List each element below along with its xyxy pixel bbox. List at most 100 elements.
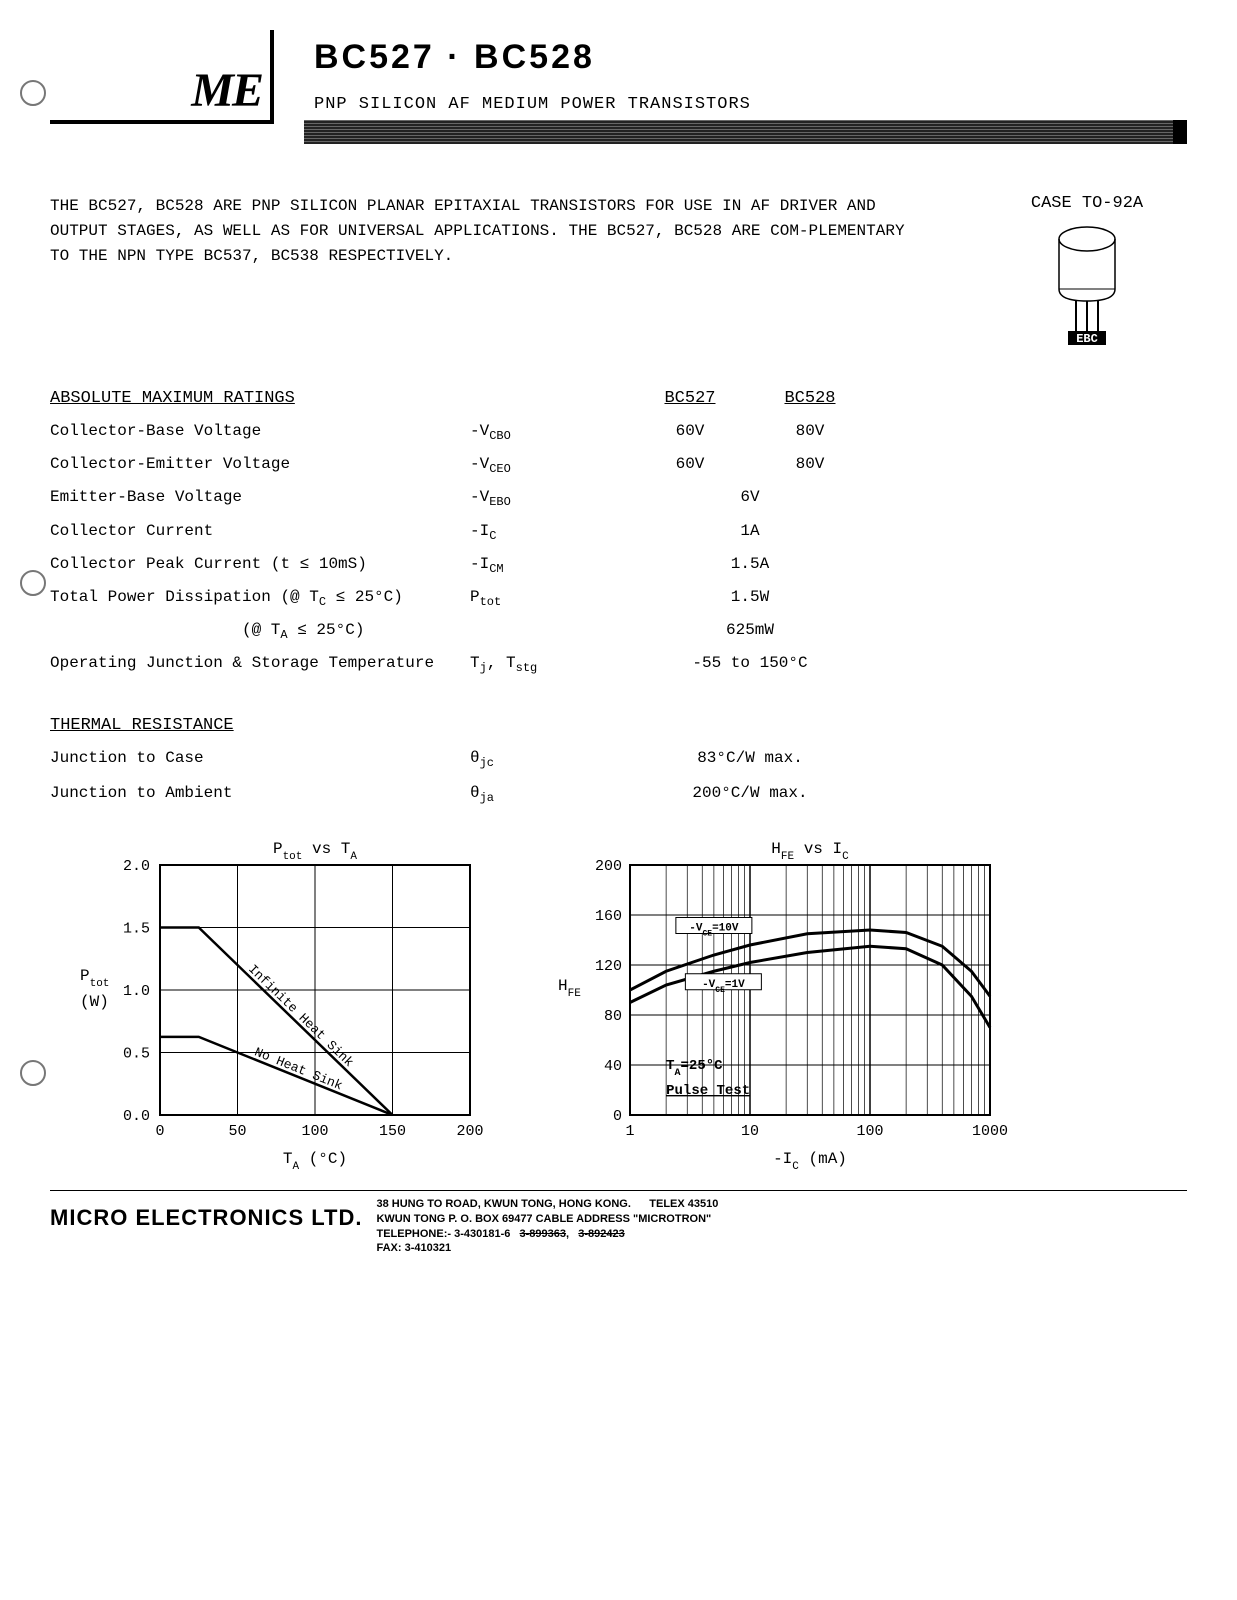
thermal-value: 200°C/W max. [630, 784, 870, 805]
fax: FAX: 3-410321 [376, 1242, 451, 1254]
svg-text:Ptot: Ptot [80, 967, 109, 990]
rating-name: Collector-Emitter Voltage [50, 455, 470, 473]
footer: MICRO ELECTRONICS LTD. 38 HUNG TO ROAD, … [50, 1190, 1187, 1256]
svg-text:TA (°C): TA (°C) [283, 1150, 347, 1173]
rating-row: Total Power Dissipation (@ TC ≤ 25°C)Pto… [50, 588, 1187, 609]
hole-punch [20, 570, 46, 596]
rating-val-527: 60V [630, 455, 750, 473]
svg-text:Pulse Test: Pulse Test [666, 1083, 750, 1099]
svg-text:80: 80 [604, 1008, 622, 1025]
svg-text:1: 1 [625, 1123, 634, 1140]
hole-punch [20, 1060, 46, 1086]
logo-text: ME [191, 63, 262, 118]
rating-name: Operating Junction & Storage Temperature [50, 654, 470, 672]
rating-name: Collector Peak Current (t ≤ 10mS) [50, 555, 470, 573]
title-block: BC527 · BC528 PNP SILICON AF MEDIUM POWE… [314, 30, 1187, 144]
svg-text:-IC (mA): -IC (mA) [773, 1150, 847, 1173]
addr-line1: 38 HUNG TO ROAD, KWUN TONG, HONG KONG. [376, 1198, 630, 1210]
thermal-symbol: θja [470, 784, 630, 805]
phone-old2: 3-892423 [578, 1228, 625, 1240]
rating-value: 1A [630, 522, 870, 540]
rating-symbol: -VCBO [470, 422, 630, 443]
rating-val-528: 80V [750, 422, 870, 440]
thermal-value: 83°C/W max. [630, 749, 870, 770]
svg-text:1.0: 1.0 [123, 983, 150, 1000]
ratings-section: ABSOLUTE MAXIMUM RATINGS BC527 BC528 Col… [50, 389, 1187, 676]
col-bc528: BC528 [750, 389, 870, 408]
rating-value: -55 to 150°C [630, 654, 870, 672]
svg-text:160: 160 [595, 908, 622, 925]
rating-name: Collector Current [50, 522, 470, 540]
svg-text:HFE vs IC: HFE vs IC [771, 840, 849, 863]
rating-row: (@ TA ≤ 25°C) 625mW [50, 621, 1187, 642]
svg-text:40: 40 [604, 1058, 622, 1075]
svg-text:150: 150 [379, 1123, 406, 1140]
thermal-row: Junction to Caseθjc83°C/W max. [50, 749, 1187, 770]
svg-text:100: 100 [301, 1123, 328, 1140]
svg-text:0.5: 0.5 [123, 1045, 150, 1062]
svg-text:0: 0 [613, 1108, 622, 1125]
company-address: 38 HUNG TO ROAD, KWUN TONG, HONG KONG. T… [376, 1197, 718, 1256]
rating-row: Operating Junction & Storage Temperature… [50, 654, 1187, 675]
addr-line2: KWUN TONG P. O. BOX 69477 CABLE ADDRESS … [376, 1213, 711, 1225]
rating-value: 1.5A [630, 555, 870, 573]
case-column: CASE TO-92A EBC [987, 194, 1187, 349]
rating-row: Collector-Base Voltage-VCBO60V80V [50, 422, 1187, 443]
rating-value: 1.5W [630, 588, 870, 606]
svg-text:2.0: 2.0 [123, 858, 150, 875]
phone: TELEPHONE:- 3-430181-6 [376, 1228, 510, 1240]
rating-name: Collector-Base Voltage [50, 422, 470, 440]
thermal-row: Junction to Ambientθja200°C/W max. [50, 784, 1187, 805]
phone-old1: 3-899363 [520, 1228, 567, 1240]
rating-row: Collector Current-IC1A [50, 522, 1187, 543]
chart-ptot: Ptot vs TA0501001502000.00.51.01.52.0Inf… [50, 835, 490, 1180]
thermal-section: THERMAL RESISTANCE Junction to Caseθjc83… [50, 716, 1187, 805]
case-label: CASE TO-92A [987, 194, 1187, 213]
rating-symbol: Tj, Tstg [470, 654, 630, 675]
thermal-title: THERMAL RESISTANCE [50, 716, 1187, 735]
header: ME BC527 · BC528 PNP SILICON AF MEDIUM P… [50, 30, 1187, 144]
rating-symbol: -IC [470, 522, 630, 543]
hole-punch [20, 80, 46, 106]
ratings-body: Collector-Base Voltage-VCBO60V80VCollect… [50, 422, 1187, 676]
charts-row: Ptot vs TA0501001502000.00.51.01.52.0Inf… [50, 835, 1187, 1180]
rating-val-528: 80V [750, 455, 870, 473]
rating-value: 6V [630, 488, 870, 506]
svg-text:EBC: EBC [1076, 332, 1098, 346]
thermal-body: Junction to Caseθjc83°C/W max.Junction t… [50, 749, 1187, 805]
svg-text:1.5: 1.5 [123, 920, 150, 937]
ratings-header: ABSOLUTE MAXIMUM RATINGS BC527 BC528 [50, 389, 1187, 408]
rating-name: Emitter-Base Voltage [50, 488, 470, 506]
svg-text:200: 200 [595, 858, 622, 875]
svg-text:0.0: 0.0 [123, 1108, 150, 1125]
rating-row: Emitter-Base Voltage-VEBO6V [50, 488, 1187, 509]
thermal-name: Junction to Ambient [50, 784, 470, 805]
thermal-symbol: θjc [470, 749, 630, 770]
telex: TELEX 43510 [649, 1198, 718, 1210]
svg-text:100: 100 [856, 1123, 883, 1140]
to92-diagram: EBC [987, 219, 1187, 349]
rating-row: Collector Peak Current (t ≤ 10mS)-ICM1.5… [50, 555, 1187, 576]
intro-text: THE BC527, BC528 ARE PNP SILICON PLANAR … [50, 194, 927, 349]
rating-name: (@ TA ≤ 25°C) [50, 621, 470, 642]
svg-text:120: 120 [595, 958, 622, 975]
svg-text:200: 200 [456, 1123, 483, 1140]
thermal-name: Junction to Case [50, 749, 470, 770]
rating-symbol: -ICM [470, 555, 630, 576]
part-subtitle: PNP SILICON AF MEDIUM POWER TRANSISTORS [314, 95, 1187, 114]
part-numbers: BC527 · BC528 [314, 38, 1187, 77]
svg-text:50: 50 [228, 1123, 246, 1140]
svg-text:1000: 1000 [972, 1123, 1008, 1140]
col-bc527: BC527 [630, 389, 750, 408]
rating-row: Collector-Emitter Voltage-VCEO60V80V [50, 455, 1187, 476]
svg-text:10: 10 [741, 1123, 759, 1140]
rating-val-527: 60V [630, 422, 750, 440]
svg-text:Ptot vs TA: Ptot vs TA [273, 840, 357, 863]
rating-symbol: -VEBO [470, 488, 630, 509]
svg-text:0: 0 [155, 1123, 164, 1140]
header-banner [304, 120, 1187, 144]
rating-value: 625mW [630, 621, 870, 639]
rating-symbol: Ptot [470, 588, 630, 609]
rating-symbol: -VCEO [470, 455, 630, 476]
svg-text:TA=25°C: TA=25°C [666, 1058, 723, 1079]
